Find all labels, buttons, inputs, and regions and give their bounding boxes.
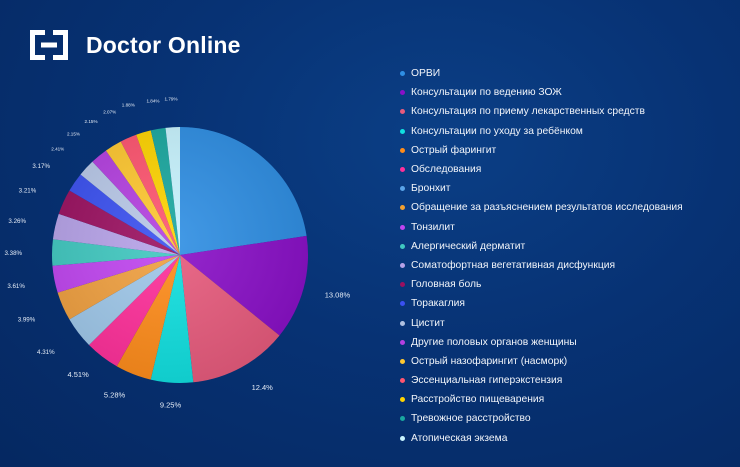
legend-item: Эссенциальная гиперэкстензия (400, 371, 735, 390)
slice-label: 3.38% (4, 250, 22, 257)
legend-label: Консультации по ведению ЗОЖ (411, 87, 562, 99)
slice-label: 3.61% (7, 283, 25, 290)
legend-dot-icon (400, 71, 405, 77)
slice-label: 13.08% (325, 290, 351, 299)
slice-label: 3.17% (32, 163, 50, 170)
legend-item: Соматофортная вегетативная дисфункция (400, 256, 735, 275)
legend-label: Эссенциальная гиперэкстензия (411, 375, 563, 387)
legend-item: Тревожное расстройство (400, 409, 735, 428)
legend-label: Острый назофарингит (насморк) (411, 355, 568, 367)
legend-label: Расстройство пищеварения (411, 394, 545, 406)
slice-label: 2.15% (85, 119, 98, 124)
legend-item: Торакаглия (400, 294, 735, 313)
brand: Doctor Online (30, 30, 241, 60)
legend-label: Другие половых органов женщины (411, 336, 577, 348)
legend-item: Головная боль (400, 275, 735, 294)
legend-label: ОРВИ (411, 68, 441, 80)
legend-dot-icon (400, 320, 405, 326)
legend-label: Острый фарингит (411, 144, 497, 156)
legend-item: Цистит (400, 313, 735, 332)
legend-dot-icon (400, 109, 405, 115)
legend-dot-icon (400, 378, 405, 384)
legend-item: Обращение за разъяснением результатов ис… (400, 198, 735, 217)
legend-item: Консультации по ведению ЗОЖ (400, 83, 735, 102)
legend-dot-icon (400, 224, 405, 230)
legend-label: Консультация по приему лекарственных сре… (411, 106, 645, 118)
legend-label: Обращение за разъяснением результатов ис… (411, 202, 683, 214)
legend-dot-icon (400, 397, 405, 403)
legend-item: Острый назофарингит (насморк) (400, 352, 735, 371)
legend-item: ОРВИ (400, 64, 735, 83)
legend-dot-icon (400, 358, 405, 364)
legend-dot-icon (400, 205, 405, 211)
slice-label: 2.07% (103, 109, 116, 114)
slice-label: 12.4% (252, 383, 274, 392)
legend-item: Тонзилит (400, 218, 735, 237)
legend-label: Тонзилит (411, 221, 455, 233)
slice-label: 2.15% (67, 132, 80, 137)
legend-dot-icon (400, 167, 405, 173)
legend-item: Консультации по уходу за ребёнком (400, 122, 735, 141)
legend-item: Расстройство пищеварения (400, 390, 735, 409)
legend-item: Бронхит (400, 179, 735, 198)
legend-dot-icon (400, 301, 405, 307)
legend-label: Тревожное расстройство (411, 413, 531, 425)
slice-label: 1.84% (146, 98, 159, 103)
legend-label: Алергический дерматит (411, 240, 526, 252)
legend-dot-icon (400, 416, 405, 422)
slice-label: 3.99% (18, 316, 36, 323)
app-title: Doctor Online (86, 31, 241, 58)
legend-item: Острый фарингит (400, 141, 735, 160)
slice-label: 3.21% (19, 188, 37, 195)
legend-item: Консультация по приему лекарственных сре… (400, 102, 735, 121)
legend-item: Другие половых органов женщины (400, 333, 735, 352)
slice-label: 4.31% (37, 349, 55, 356)
legend-label: Соматофортная вегетативная дисфункция (411, 259, 616, 271)
legend-dot-icon (400, 262, 405, 268)
legend-dot-icon (400, 147, 405, 153)
slice-label: 4.51% (67, 370, 89, 379)
slice-label: 1.88% (122, 103, 135, 108)
slice-label: 9.25% (160, 401, 182, 410)
legend-label: Головная боль (411, 279, 482, 291)
legend-dot-icon (400, 435, 405, 441)
legend-label: Консультации по уходу за ребёнком (411, 125, 583, 137)
legend-item: Алергический дерматит (400, 237, 735, 256)
legend-label: Атопическая экзема (411, 432, 508, 444)
plus-bracket-logo-icon (30, 30, 68, 60)
legend-label: Обследования (411, 164, 482, 176)
legend-label: Торакаглия (411, 298, 465, 310)
slice-label: 1.79% (165, 96, 178, 101)
legend-item: Атопическая экзема (400, 429, 735, 448)
slice-label: 2.41% (51, 146, 64, 151)
slice-label: 3.26% (8, 218, 26, 225)
legend-dot-icon (400, 282, 405, 288)
legend-dot-icon (400, 186, 405, 192)
legend-dot-icon (400, 243, 405, 249)
legend-label: Бронхит (411, 183, 451, 195)
pie-chart: 13.08% 12.4% 9.25% 5.28% 4.51% 4.31% 3.99% 3.61… (4, 96, 351, 410)
chart-legend: ОРВИ Консультации по ведению ЗОЖ Консульта… (400, 64, 735, 448)
legend-label: Цистит (411, 317, 445, 329)
slice-label: 5.28% (104, 391, 126, 400)
legend-dot-icon (400, 128, 405, 134)
pie-slice (180, 127, 307, 255)
legend-item: Обследования (400, 160, 735, 179)
legend-dot-icon (400, 90, 405, 96)
legend-dot-icon (400, 339, 405, 345)
